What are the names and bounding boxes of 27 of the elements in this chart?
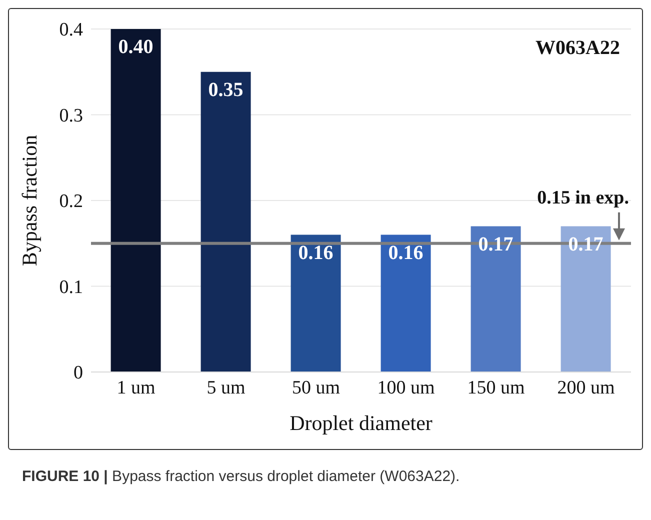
annotation: W063A22 xyxy=(536,37,620,60)
data-label: 0.16 xyxy=(298,242,334,264)
bar xyxy=(290,234,341,372)
x-tick-label: 5 um xyxy=(206,377,246,398)
bar xyxy=(110,29,161,372)
x-tick-label: 1 um xyxy=(116,377,156,398)
ref-line-label: 0.15 in exp. xyxy=(537,187,629,208)
data-label: 0.17 xyxy=(478,233,514,256)
bar xyxy=(200,72,251,372)
bar xyxy=(470,226,521,372)
y-tick-label: 0.3 xyxy=(59,105,83,126)
y-tick-label: 0.1 xyxy=(59,276,83,298)
y-axis-title: Bypass fraction xyxy=(17,134,42,266)
x-axis-title: Droplet diameter xyxy=(290,411,432,435)
data-label: 0.35 xyxy=(208,79,244,102)
bar xyxy=(560,226,611,372)
x-tick-label: 150 um xyxy=(467,377,525,398)
y-tick-label: 0.2 xyxy=(59,191,83,212)
y-tick-label: 0 xyxy=(74,362,83,384)
x-tick-label: 50 um xyxy=(292,377,340,398)
data-label: 0.16 xyxy=(388,242,424,264)
data-label: 0.40 xyxy=(118,36,154,58)
x-tick-label: 200 um xyxy=(557,377,615,398)
x-tick-label: 100 um xyxy=(377,377,435,398)
y-tick-label: 0.4 xyxy=(59,20,84,41)
caption: FIGURE 10 | Bypass fraction versus droplet diameter (W063A22). xyxy=(21,468,461,485)
bar xyxy=(380,234,431,372)
